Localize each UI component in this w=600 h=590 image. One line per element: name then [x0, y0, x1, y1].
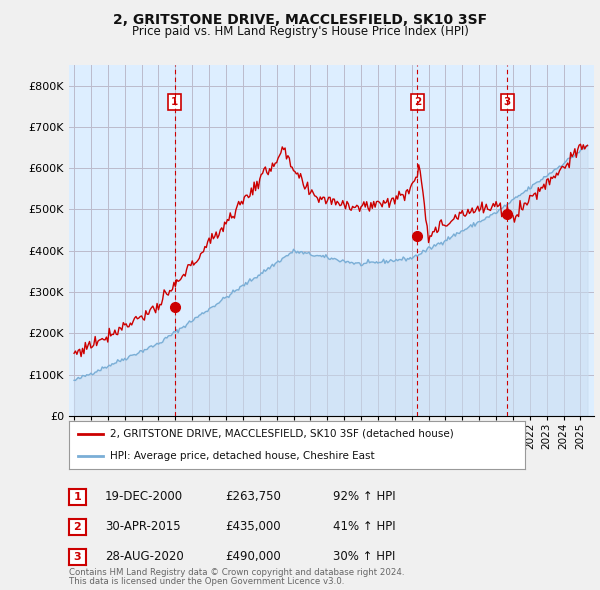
Text: Price paid vs. HM Land Registry's House Price Index (HPI): Price paid vs. HM Land Registry's House … [131, 25, 469, 38]
Text: 2, GRITSTONE DRIVE, MACCLESFIELD, SK10 3SF (detached house): 2, GRITSTONE DRIVE, MACCLESFIELD, SK10 3… [110, 429, 454, 439]
Text: Contains HM Land Registry data © Crown copyright and database right 2024.: Contains HM Land Registry data © Crown c… [69, 568, 404, 577]
Text: 2: 2 [413, 97, 421, 107]
Text: This data is licensed under the Open Government Licence v3.0.: This data is licensed under the Open Gov… [69, 578, 344, 586]
Text: £435,000: £435,000 [225, 520, 281, 533]
Text: 2, GRITSTONE DRIVE, MACCLESFIELD, SK10 3SF: 2, GRITSTONE DRIVE, MACCLESFIELD, SK10 3… [113, 13, 487, 27]
Text: £263,750: £263,750 [225, 490, 281, 503]
Text: 30-APR-2015: 30-APR-2015 [105, 520, 181, 533]
Text: 41% ↑ HPI: 41% ↑ HPI [333, 520, 395, 533]
Text: 19-DEC-2000: 19-DEC-2000 [105, 490, 183, 503]
Text: 3: 3 [503, 97, 511, 107]
Text: 30% ↑ HPI: 30% ↑ HPI [333, 550, 395, 563]
Text: 2: 2 [74, 522, 81, 532]
Text: 92% ↑ HPI: 92% ↑ HPI [333, 490, 395, 503]
Text: £490,000: £490,000 [225, 550, 281, 563]
Text: 1: 1 [74, 492, 81, 502]
Text: 28-AUG-2020: 28-AUG-2020 [105, 550, 184, 563]
Text: 1: 1 [171, 97, 178, 107]
Text: 3: 3 [74, 552, 81, 562]
Text: HPI: Average price, detached house, Cheshire East: HPI: Average price, detached house, Ches… [110, 451, 374, 461]
